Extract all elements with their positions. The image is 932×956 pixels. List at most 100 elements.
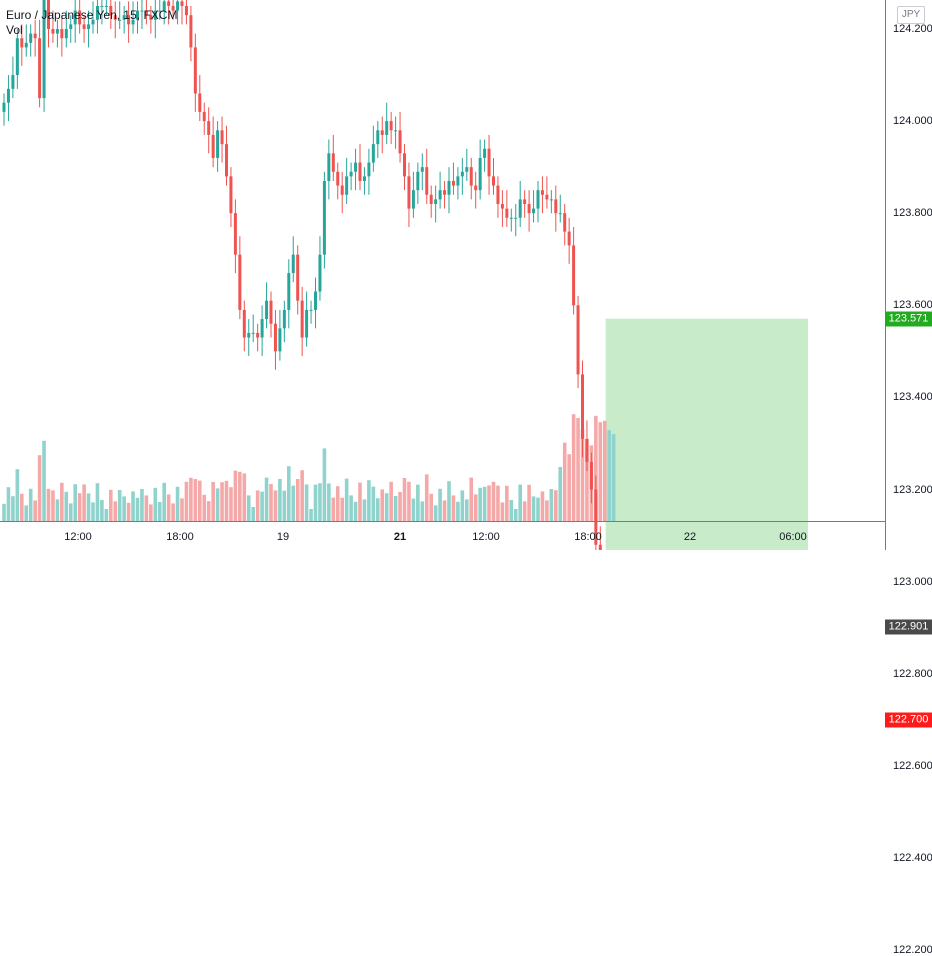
candle-body[interactable] (474, 185, 478, 191)
candle-body[interactable] (598, 544, 602, 550)
candle-body[interactable] (376, 130, 380, 145)
candle-body[interactable] (47, 0, 50, 30)
candle-body[interactable] (500, 203, 504, 209)
candle-body[interactable] (260, 319, 264, 338)
candle-body[interactable] (398, 130, 402, 154)
candle-body[interactable] (162, 1, 166, 11)
candle-body[interactable] (594, 489, 598, 545)
price-chart[interactable] (0, 0, 932, 550)
candle-body[interactable] (536, 190, 540, 209)
candle-body[interactable] (144, 10, 148, 16)
candle-body[interactable] (256, 332, 260, 338)
candle-body[interactable] (492, 176, 495, 186)
candle-body[interactable] (33, 33, 37, 39)
candle-body[interactable] (558, 213, 562, 215)
candle-body[interactable] (55, 29, 59, 34)
candle-body[interactable] (296, 254, 300, 301)
candle-body[interactable] (269, 300, 273, 324)
candle-body[interactable] (60, 29, 64, 39)
candle-body[interactable] (225, 144, 228, 177)
candle-body[interactable] (403, 153, 406, 177)
candle-body[interactable] (91, 19, 95, 25)
candle-body[interactable] (149, 15, 153, 20)
candle-body[interactable] (465, 167, 469, 172)
candle-body[interactable] (371, 144, 375, 163)
candle-body[interactable] (367, 162, 371, 177)
candle-body[interactable] (78, 10, 82, 25)
candle-body[interactable] (451, 180, 455, 186)
candle-body[interactable] (416, 171, 420, 191)
candle-body[interactable] (211, 134, 215, 158)
candle-body[interactable] (64, 29, 68, 39)
candle-body[interactable] (318, 254, 322, 292)
candle-body[interactable] (420, 167, 424, 172)
candle-body[interactable] (549, 199, 553, 201)
candle-body[interactable] (153, 10, 157, 20)
candle-body[interactable] (385, 121, 389, 135)
candle-body[interactable] (24, 42, 28, 48)
candle-body[interactable] (527, 203, 531, 214)
candle-body[interactable] (87, 24, 91, 29)
candle-body[interactable] (229, 176, 233, 214)
candle-body[interactable] (42, 0, 46, 99)
candle-body[interactable] (122, 15, 126, 20)
target-zone[interactable] (605, 318, 808, 550)
candle-body[interactable] (220, 130, 224, 145)
candle-body[interactable] (411, 190, 415, 209)
candle-body[interactable] (100, 5, 104, 7)
candle-body[interactable] (207, 121, 211, 135)
candle-body[interactable] (309, 309, 313, 311)
candle-body[interactable] (563, 213, 567, 232)
candle-body[interactable] (300, 300, 304, 338)
candle-body[interactable] (345, 176, 349, 195)
candle-body[interactable] (456, 176, 460, 186)
candle-body[interactable] (193, 47, 197, 94)
candle-body[interactable] (532, 208, 536, 214)
candle-body[interactable] (389, 121, 393, 131)
candle-body[interactable] (20, 38, 24, 48)
candle-body[interactable] (523, 199, 527, 204)
candle-body[interactable] (238, 254, 242, 310)
candle-body[interactable] (6, 88, 10, 103)
candle-body[interactable] (82, 24, 86, 29)
candle-body[interactable] (189, 15, 193, 48)
candle-body[interactable] (15, 38, 19, 76)
candle-body[interactable] (443, 190, 447, 195)
candle-body[interactable] (198, 93, 202, 112)
candle-body[interactable] (496, 185, 500, 204)
candle-body[interactable] (483, 148, 487, 158)
candle-body[interactable] (362, 176, 366, 181)
candle-body[interactable] (73, 10, 77, 25)
candle-body[interactable] (438, 190, 442, 200)
candle-body[interactable] (282, 309, 286, 329)
candle-body[interactable] (576, 305, 580, 375)
candle-body[interactable] (127, 15, 131, 25)
candle-body[interactable] (349, 171, 353, 177)
candle-body[interactable] (567, 231, 571, 246)
candle-body[interactable] (509, 217, 513, 219)
candle-body[interactable] (140, 10, 144, 12)
candle-body[interactable] (487, 148, 491, 177)
candle-body[interactable] (38, 38, 42, 99)
candle-body[interactable] (331, 153, 335, 172)
currency-badge[interactable]: JPY (897, 6, 925, 24)
candle-body[interactable] (176, 1, 180, 11)
candle-body[interactable] (242, 309, 246, 338)
candle-body[interactable] (136, 10, 139, 20)
candle-body[interactable] (581, 374, 584, 439)
candle-body[interactable] (11, 75, 15, 89)
candle-body[interactable] (131, 19, 135, 25)
candle-body[interactable] (95, 5, 99, 20)
candle-body[interactable] (545, 194, 549, 200)
candle-body[interactable] (518, 199, 522, 218)
candle-body[interactable] (314, 291, 317, 310)
candle-body[interactable] (358, 162, 362, 181)
candle-body[interactable] (354, 162, 358, 172)
candle-body[interactable] (425, 167, 429, 195)
candle-body[interactable] (469, 167, 473, 186)
candle-body[interactable] (247, 332, 251, 338)
volume-indicator-label[interactable]: Vol (6, 23, 23, 37)
candle-body[interactable] (407, 176, 411, 209)
candle-body[interactable] (514, 217, 518, 219)
candle-body[interactable] (113, 15, 117, 20)
